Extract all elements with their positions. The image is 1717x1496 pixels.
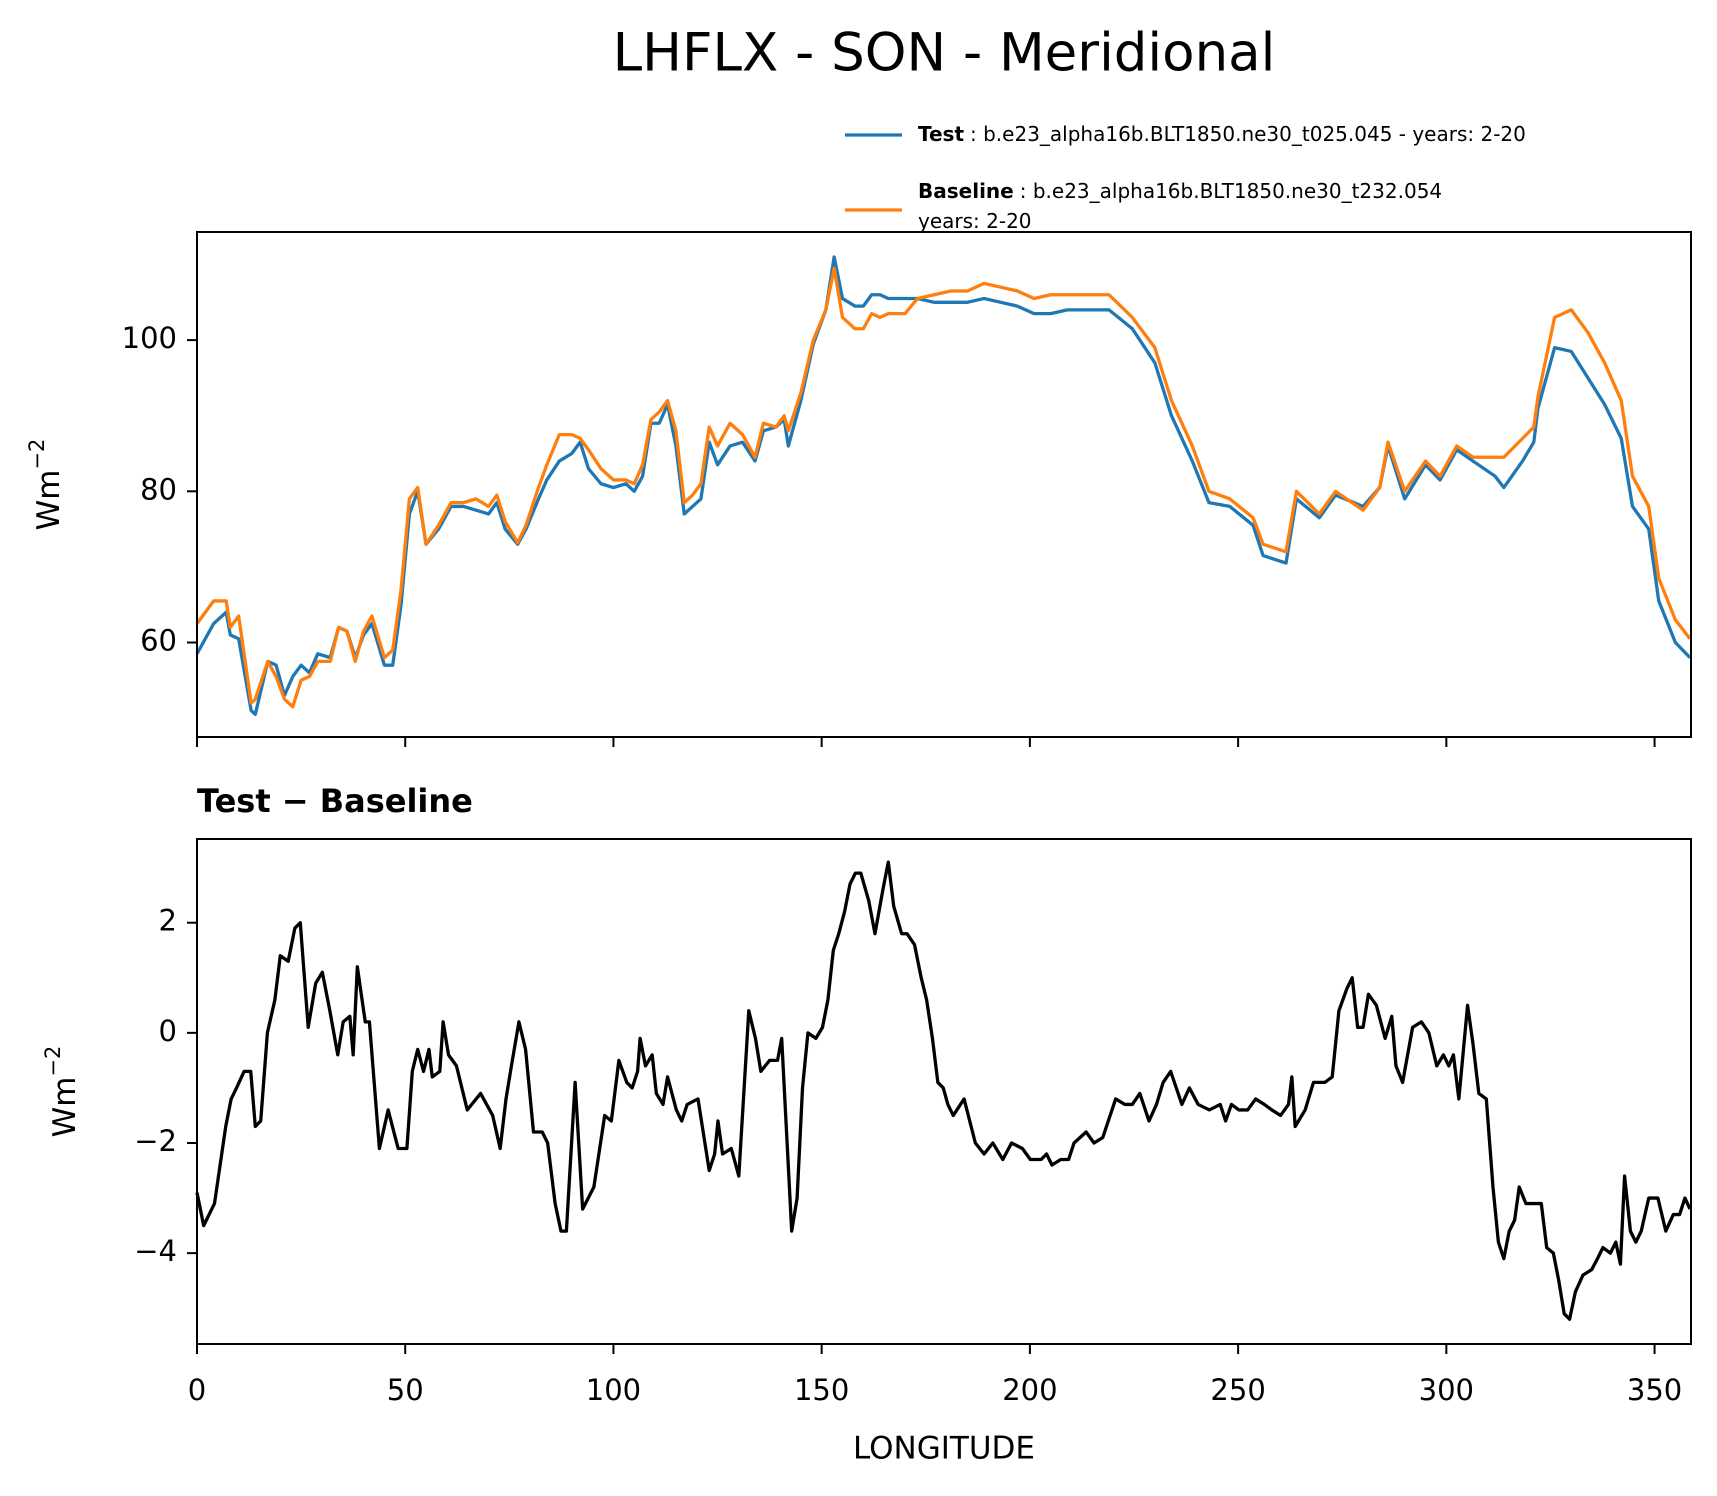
plot-frame <box>196 838 1692 1345</box>
y-axis-label-base: Wm <box>47 1077 83 1138</box>
y-axis-label-exponent: −2 <box>41 1046 65 1077</box>
y-tick-label: −4 <box>134 1234 177 1268</box>
legend-description: : b.e23_alpha16b.BLT1850.ne30_t025.045 -… <box>970 122 1526 146</box>
y-axis-label: Wm−2 <box>41 1046 83 1138</box>
y-tick-label: 80 <box>140 472 177 506</box>
x-tick-label: 50 <box>387 1373 424 1407</box>
plot-frame <box>196 231 1692 738</box>
y-tick-label: 0 <box>159 1014 177 1048</box>
figure-title: LHFLX - SON - Meridional <box>613 23 1276 84</box>
x-tick-label: 200 <box>1002 1373 1057 1407</box>
x-tick-label: 350 <box>1627 1373 1682 1407</box>
legend-label: Baseline: b.e23_alpha16b.BLT1850.ne30_t2… <box>918 179 1442 203</box>
data-line <box>195 266 1692 709</box>
x-tick-label: 150 <box>794 1373 849 1407</box>
x-axis-label: LONGITUDE <box>853 1431 1035 1467</box>
legend-label: years: 2-20 <box>918 209 1032 233</box>
subplot-title: Test − Baseline <box>197 782 473 820</box>
x-tick-label: 100 <box>586 1373 641 1407</box>
legend-description: years: 2-20 <box>918 209 1032 233</box>
legend-name: Baseline <box>918 179 1014 203</box>
y-tick-label: 100 <box>122 321 177 355</box>
y-tick-label: 2 <box>159 904 177 938</box>
y-tick-label: −2 <box>134 1124 177 1158</box>
y-axis-label-exponent: −2 <box>25 439 49 470</box>
x-tick-label: 300 <box>1419 1373 1474 1407</box>
y-axis-label: Wm−2 <box>25 439 67 531</box>
legend-label: Test: b.e23_alpha16b.BLT1850.ne30_t025.0… <box>918 122 1526 146</box>
legend-name: Test <box>918 122 964 146</box>
y-tick-label: 60 <box>140 624 177 658</box>
x-tick-label: 250 <box>1210 1373 1265 1407</box>
data-line <box>195 860 1692 1321</box>
x-tick-label: 0 <box>188 1373 206 1407</box>
y-axis-label-base: Wm <box>31 470 67 531</box>
legend-description: : b.e23_alpha16b.BLT1850.ne30_t232.054 <box>1020 179 1442 203</box>
